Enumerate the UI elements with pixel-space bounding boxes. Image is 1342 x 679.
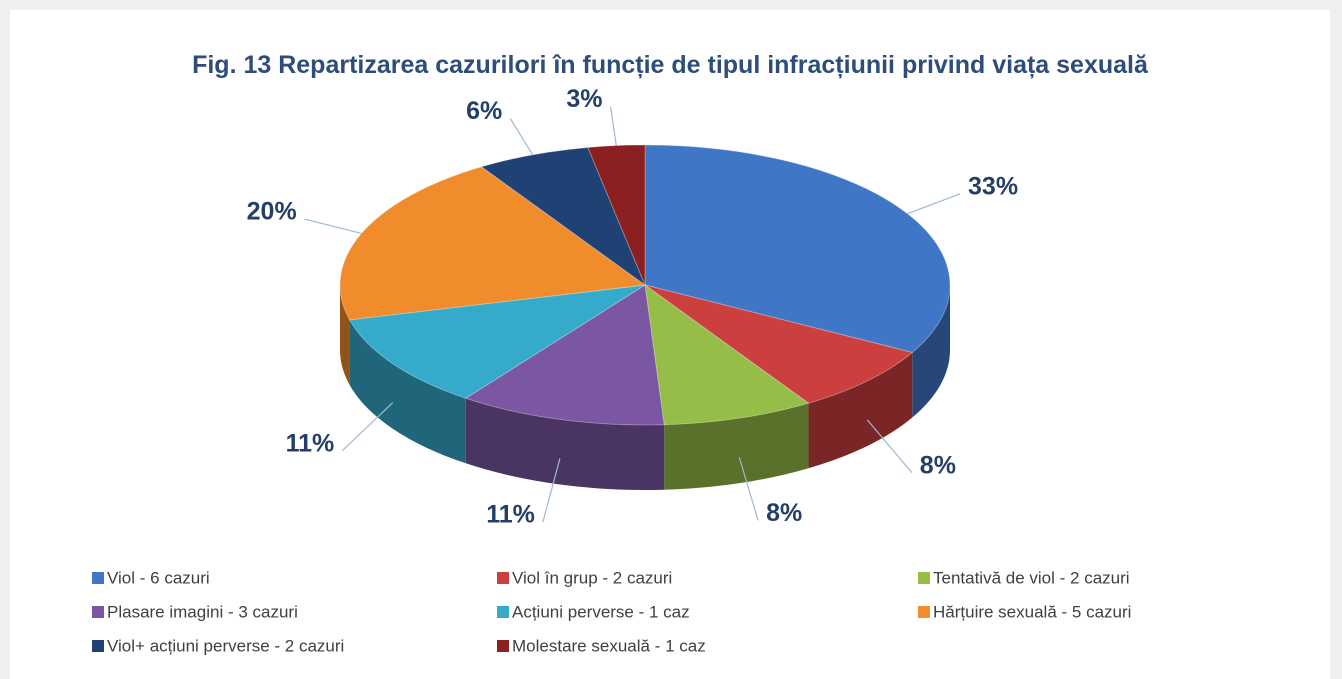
- slice: [644, 284, 914, 404]
- data-label: 11%: [286, 429, 335, 457]
- slice: [480, 146, 647, 287]
- leader-line: [738, 456, 759, 521]
- legend-label: Hărțuire sexuală - 5 cazuri: [933, 602, 1131, 621]
- legend-swatch: [497, 572, 509, 584]
- legend-swatch: [92, 606, 104, 618]
- leader-line: [542, 458, 561, 523]
- chart-title: Fig. 13 Repartizarea cazurilori în funcț…: [192, 51, 1148, 79]
- legend-swatch: [92, 640, 104, 652]
- data-label: 8%: [766, 499, 802, 527]
- slice-side: [808, 352, 913, 469]
- leader-line: [341, 402, 394, 452]
- legend-label: Plasare imagini - 3 cazuri: [107, 602, 298, 621]
- chart-card: 33% 8% 8% 11% 11% 20% 6% 3% Viol - 6 cazuri Viol …: [10, 10, 1330, 679]
- legend-label: Viol în grup - 2 cazuri: [512, 568, 672, 587]
- slice-side: [664, 403, 809, 490]
- legend-swatch: [918, 606, 930, 618]
- slice: [464, 284, 665, 426]
- data-label: 11%: [486, 501, 535, 529]
- legend-swatch: [918, 572, 930, 584]
- slice-side: [349, 319, 466, 464]
- legend-swatch: [497, 640, 509, 652]
- slice: [348, 284, 646, 399]
- legend-swatch: [92, 572, 104, 584]
- leader-line: [866, 419, 913, 474]
- legend-label: Acțiuni perverse - 1 caz: [512, 602, 690, 621]
- leader-line: [609, 106, 617, 146]
- leader-line: [509, 118, 534, 156]
- legend-label: Viol+ acțiuni perverse - 2 cazuri: [107, 636, 344, 655]
- legend-label: Tentativă de viol - 2 cazuri: [933, 568, 1130, 587]
- slice: [339, 166, 647, 321]
- chart: 33% 8% 8% 11% 11% 20% 6% 3% Viol - 6 cazuri Viol …: [92, 85, 1131, 655]
- legend-swatch: [497, 606, 509, 618]
- legend-label: Molestare sexuală - 1 caz: [512, 636, 706, 655]
- slice-side: [912, 285, 950, 418]
- slice: [644, 283, 810, 426]
- data-label: 3%: [566, 85, 602, 113]
- data-label: 6%: [466, 97, 502, 125]
- data-label: 33%: [968, 172, 1018, 200]
- slice: [587, 144, 646, 286]
- leader-line: [304, 218, 362, 235]
- leader-line: [907, 193, 961, 215]
- data-label: 8%: [920, 451, 956, 479]
- data-label: 20%: [247, 198, 297, 226]
- slice-side: [465, 398, 665, 490]
- slice-side: [340, 285, 350, 385]
- legend-label: Viol - 6 cazuri: [107, 568, 210, 587]
